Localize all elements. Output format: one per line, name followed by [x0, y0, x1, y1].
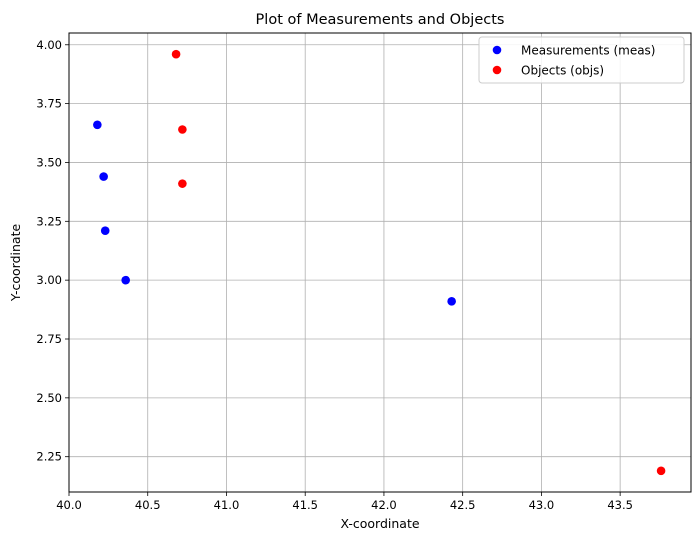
measurement-point — [99, 172, 108, 181]
x-tick-label: 41.0 — [214, 498, 240, 512]
measurement-point — [121, 275, 130, 285]
y-tick-label: 3.75 — [36, 97, 62, 111]
x-tick-label: 43.0 — [529, 498, 555, 512]
legend-marker-objects — [492, 65, 502, 75]
chart-title: Plot of Measurements and Objects — [256, 12, 505, 28]
object-point — [171, 49, 181, 59]
y-tick-label: 2.75 — [36, 332, 62, 346]
y-tick-label: 3.00 — [36, 273, 62, 287]
x-tick-label: 42.0 — [371, 498, 397, 512]
x-tick-label: 42.5 — [450, 498, 476, 512]
measurement-point — [93, 120, 102, 130]
x-tick-label: 41.5 — [292, 498, 318, 512]
x-axis-label: X-coordinate — [340, 516, 419, 531]
object-point — [178, 125, 187, 134]
y-tick-label: 3.25 — [36, 214, 62, 228]
measurement-point — [447, 297, 456, 306]
y-axis-label: Y-coordinate — [8, 224, 23, 303]
data-points — [93, 49, 666, 476]
legend-label-measurements: Measurements (meas) — [521, 44, 656, 58]
y-axis-ticks: 2.25 2.50 2.75 3.00 3.25 3.50 3.75 4.00 — [36, 38, 69, 464]
legend-box — [478, 36, 685, 84]
legend-label-objects: Objects (objs) — [521, 64, 604, 78]
legend: Measurements (meas) Objects (objs) — [478, 36, 685, 84]
legend-marker-measurements — [492, 45, 502, 55]
y-tick-label: 3.50 — [36, 155, 62, 169]
x-tick-label: 40.5 — [135, 498, 161, 512]
plot-frame — [68, 32, 692, 493]
object-point — [178, 179, 187, 188]
y-tick-label: 2.50 — [36, 391, 62, 405]
object-point — [656, 466, 666, 476]
y-tick-label: 4.00 — [36, 38, 62, 52]
x-tick-label: 40.0 — [56, 498, 82, 512]
grid-lines — [68, 33, 691, 492]
y-tick-label: 2.25 — [36, 450, 62, 464]
measurement-point — [100, 226, 110, 236]
x-tick-label: 43.5 — [607, 498, 633, 512]
x-axis-ticks: 40.0 40.5 41.0 41.5 42.0 42.5 43.0 43.5 — [56, 492, 633, 512]
